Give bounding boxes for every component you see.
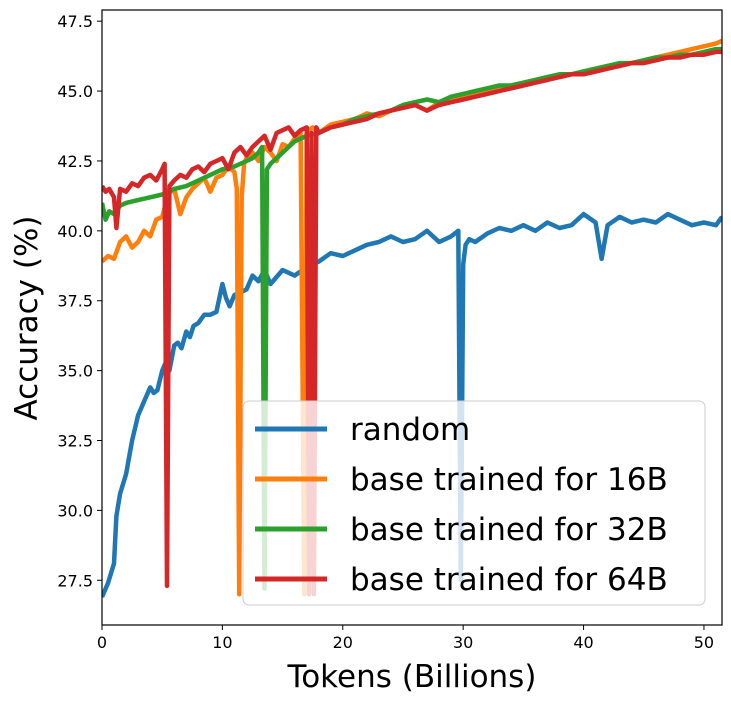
- legend-label-2: base trained for 32B: [350, 512, 668, 548]
- legend-label-0: random: [350, 412, 470, 448]
- y-tick-label: 37.5: [57, 292, 93, 311]
- y-tick-label: 47.5: [57, 12, 93, 31]
- y-tick-label: 42.5: [57, 152, 93, 171]
- y-tick-label: 40.0: [57, 222, 93, 241]
- y-tick-label: 27.5: [57, 571, 93, 590]
- plot-area-frame: [101, 9, 723, 626]
- x-tick-label: 10: [212, 633, 232, 652]
- y-axis: 27.5 30.0 32.5 35.0 37.5 40.0 42.5 45.0 47.5: [57, 12, 102, 590]
- legend-label-3: base trained for 64B: [350, 562, 668, 598]
- x-tick-label: 40: [573, 633, 593, 652]
- x-tick-label: 50: [694, 633, 714, 652]
- y-tick-label: 35.0: [57, 362, 93, 381]
- legend: random base trained for 16B base trained f…: [242, 400, 706, 606]
- x-tick-label: 30: [453, 633, 473, 652]
- y-tick-label: 32.5: [57, 432, 93, 451]
- y-axis-label: Accuracy (%): [9, 215, 45, 420]
- x-axis-label: Tokens (Billions): [287, 659, 537, 695]
- x-tick-label: 20: [333, 633, 353, 652]
- x-tick-label: 0: [97, 633, 107, 652]
- y-tick-label: 30.0: [57, 501, 93, 520]
- legend-label-1: base trained for 16B: [350, 462, 668, 498]
- x-axis: 0 10 20 30 40 50: [97, 625, 714, 652]
- legend-frame: [242, 400, 706, 606]
- y-tick-label: 45.0: [57, 82, 93, 101]
